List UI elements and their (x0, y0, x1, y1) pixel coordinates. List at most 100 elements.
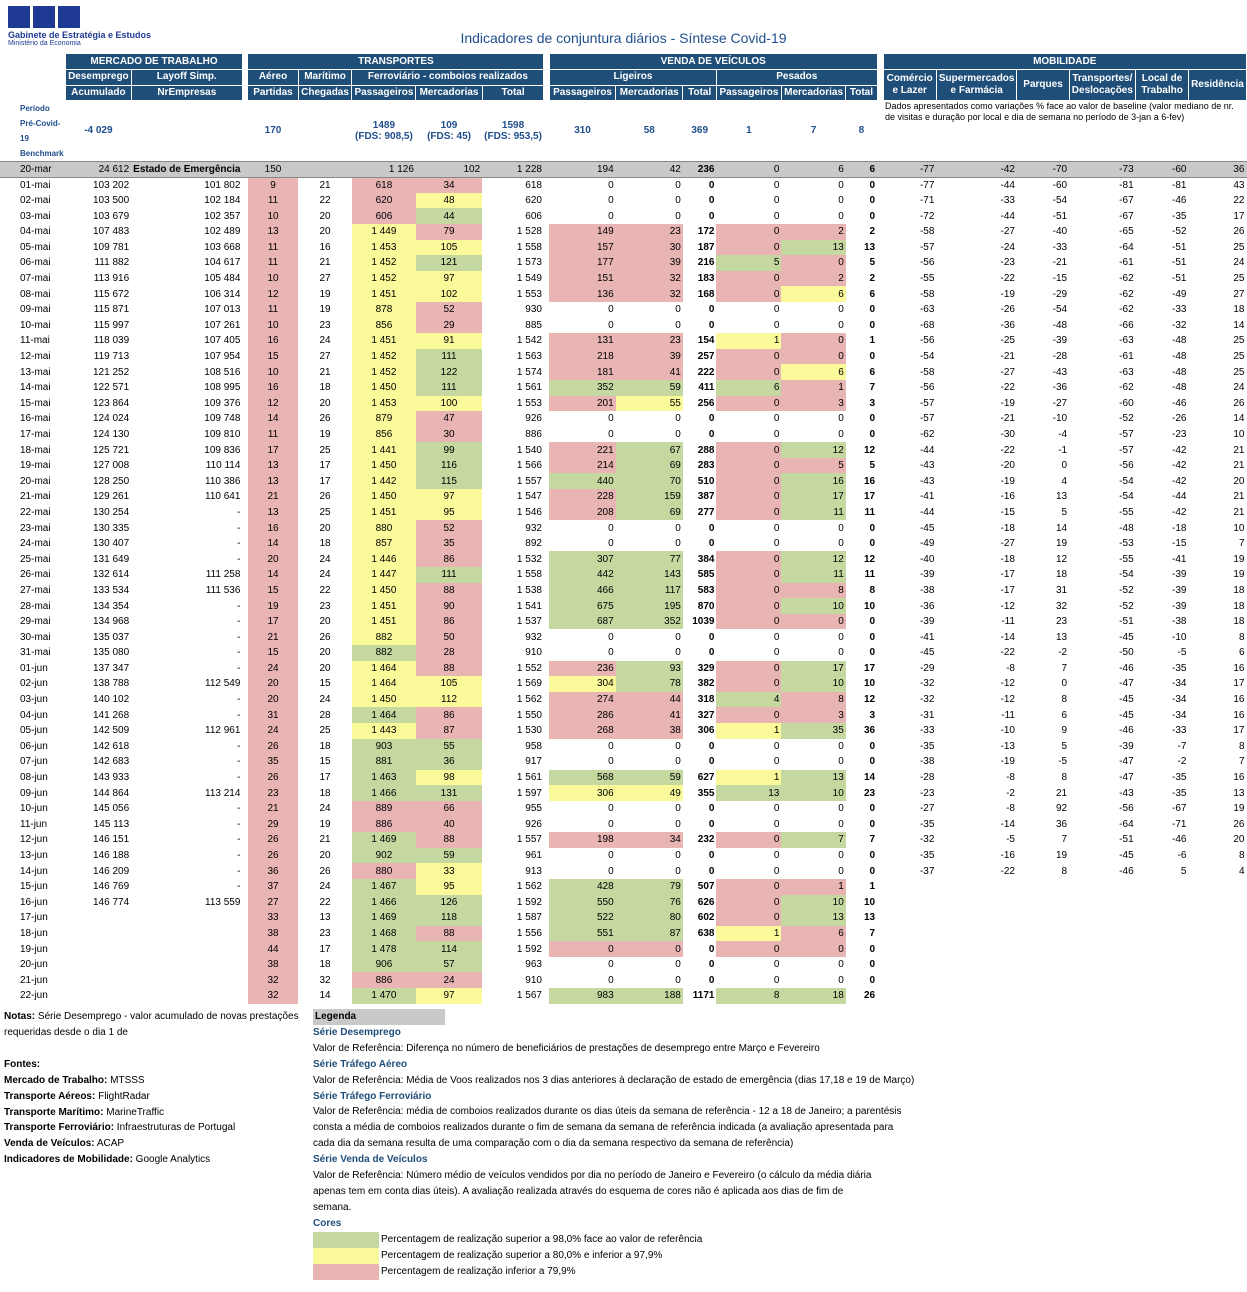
cell-mobilidade: -39 (1172, 584, 1187, 596)
cell-lig-mercadorias: 0 (675, 647, 681, 659)
cell-pes-mercadorias: 8 (781, 582, 846, 599)
cell-layoff: 113 214 (205, 787, 241, 799)
cell-lig-mercadorias: 0 (675, 865, 681, 877)
cell-ferro-mercadorias: 97 (415, 270, 483, 287)
cell-lig-passageiros: 0 (608, 631, 614, 643)
cell-ferro-passageiros: 1 450 (351, 489, 416, 505)
cell-lig-passageiros: 466 (549, 582, 616, 599)
cell-lig-total: 0 (708, 413, 715, 425)
cell-mobilidade (1136, 910, 1189, 926)
cell-mobilidade: -21 (1052, 257, 1068, 269)
cell-desemprego: 137 347 (93, 662, 130, 674)
cell-mobilidade: 12 (1055, 553, 1068, 565)
cell-ferro-total: 1 538 (516, 584, 542, 596)
cell-layoff: 113 559 (205, 896, 241, 908)
cell-ferro-mercadorias: 40 (415, 816, 483, 833)
cell-mobilidade (1188, 957, 1246, 973)
cell-lig-passageiros: 221 (549, 442, 616, 458)
cell-mobilidade: -14 (1000, 631, 1015, 643)
cell-mobilidade (936, 895, 1017, 911)
cell-maritimo: 22 (319, 195, 331, 207)
cell-mobilidade: -54 (919, 351, 935, 363)
cell-mobilidade: -42 (1172, 506, 1187, 518)
row-date: 22-jun (20, 990, 48, 1002)
cell-pes-passageiros: 0 (716, 239, 782, 256)
cell-desemprego: 131 649 (93, 553, 130, 565)
cell-aereo: 26 (247, 769, 299, 786)
hdr-transportes-desl: Transportes/ Deslocações (1068, 68, 1137, 102)
org-name: Gabinete de Estratégia e Estudos (8, 30, 152, 40)
cell-pes-passageiros: 0 (773, 647, 780, 659)
cell-mobilidade: -45 (1119, 694, 1134, 706)
cell-mobilidade: -35 (1172, 210, 1187, 222)
cell-pes-total: 3 (869, 709, 876, 721)
table-row: 17-mai 124 130 109 810 11 19 856 30 886 0 0 0 0 0 0 -6… (0, 426, 1247, 443)
cell-ferro-mercadorias: 122 (415, 364, 483, 380)
cell-ferro-passageiros: 856 (351, 426, 416, 443)
cell-pes-mercadorias: 0 (838, 865, 844, 877)
cell-mobilidade: 13 (1055, 631, 1068, 643)
row-date: 21-mai (20, 491, 51, 503)
cell-pes-mercadorias: 0 (838, 647, 844, 659)
cell-pes-total: 0 (869, 943, 876, 955)
cell-aereo: 37 (247, 878, 299, 895)
swatch-green (313, 1231, 379, 1248)
cell-pes-total: 0 (869, 195, 876, 207)
cell-mobilidade: -41 (1172, 553, 1187, 565)
cell-ferro-passageiros: 1 478 (351, 941, 416, 957)
cell-lig-passageiros: 0 (608, 647, 614, 659)
cell-maritimo: 14 (319, 990, 331, 1002)
cell-pes-total: 0 (869, 351, 876, 363)
cell-pes-total: 11 (864, 569, 876, 581)
cell-mobilidade (1136, 926, 1189, 942)
cell-pes-total: 0 (869, 959, 876, 971)
cell-desemprego: 146 188 (93, 850, 130, 862)
cell-mobilidade: -23 (1172, 428, 1187, 440)
legend-ferroviario-title: Série Tráfego Ferroviário (313, 1090, 432, 1102)
cell-ferro-mercadorias: 29 (415, 317, 483, 334)
table-row: 09-jun 144 864 113 214 23 18 1 466 131 1 597 306… (0, 785, 1247, 801)
cell-aereo: 36 (247, 863, 299, 879)
cell-maritimo: 20 (319, 616, 331, 628)
cell-lig-mercadorias: 0 (615, 941, 683, 957)
cell-layoff: 105 484 (204, 273, 241, 285)
cell-ferro-passageiros: 1 441 (351, 442, 416, 458)
cell-pes-mercadorias: 0 (838, 413, 844, 425)
cell-mobilidade: 24 (1233, 382, 1245, 394)
cell-mobilidade (1069, 972, 1136, 988)
row-date: 14-jun (20, 865, 48, 877)
cell-lig-total: 288 (697, 444, 715, 456)
cell-pes-passageiros: 0 (773, 974, 780, 986)
cell-mobilidade: -68 (919, 319, 935, 331)
cell-mobilidade: -56 (1119, 460, 1134, 472)
cell-mobilidade (1069, 926, 1136, 942)
cell-pes-total: 6 (869, 288, 876, 300)
cell-desemprego: 146 209 (93, 865, 130, 877)
cell-layoff: 102 357 (204, 210, 241, 222)
cell-layoff: 103 668 (204, 241, 241, 253)
cell-mobilidade: -29 (1052, 288, 1068, 300)
cell-mobilidade: -22 (1000, 382, 1015, 394)
table-row: 18-jun 38 23 1 468 88 1 556 551 87 638 1 6 7 (0, 925, 1247, 942)
reference-mobilidade: -42 (936, 160, 1017, 178)
cell-mobilidade: -16 (1000, 491, 1015, 503)
cell-pes-total: 1 (869, 881, 876, 893)
cell-ferro-total: 1 557 (516, 475, 542, 487)
cell-pes-mercadorias: 0 (781, 333, 846, 349)
cell-mobilidade: -35 (919, 818, 935, 830)
cell-aereo: 20 (247, 691, 299, 708)
cell-mobilidade: 16 (1233, 772, 1245, 784)
cell-lig-total: 0 (708, 818, 715, 830)
cell-mobilidade: -61 (1119, 257, 1134, 269)
cell-ferro-mercadorias: 50 (415, 629, 483, 645)
row-date: 31-mai (20, 647, 51, 659)
table-row: 25-mai 131 649-20 24 1 446 86 1 532 307 77 384 0 1… (0, 551, 1247, 568)
cell-lig-total: 306 (697, 725, 715, 737)
cell-ferro-mercadorias: 112 (415, 691, 483, 708)
cell-mobilidade: -40 (1052, 226, 1068, 238)
cell-maritimo: 25 (319, 506, 331, 518)
cell-mobilidade: -36 (1052, 382, 1068, 394)
cell-mobilidade: -62 (1119, 304, 1134, 316)
cell-lig-total: 187 (697, 241, 715, 253)
cell-ferro-total: 926 (525, 413, 542, 425)
